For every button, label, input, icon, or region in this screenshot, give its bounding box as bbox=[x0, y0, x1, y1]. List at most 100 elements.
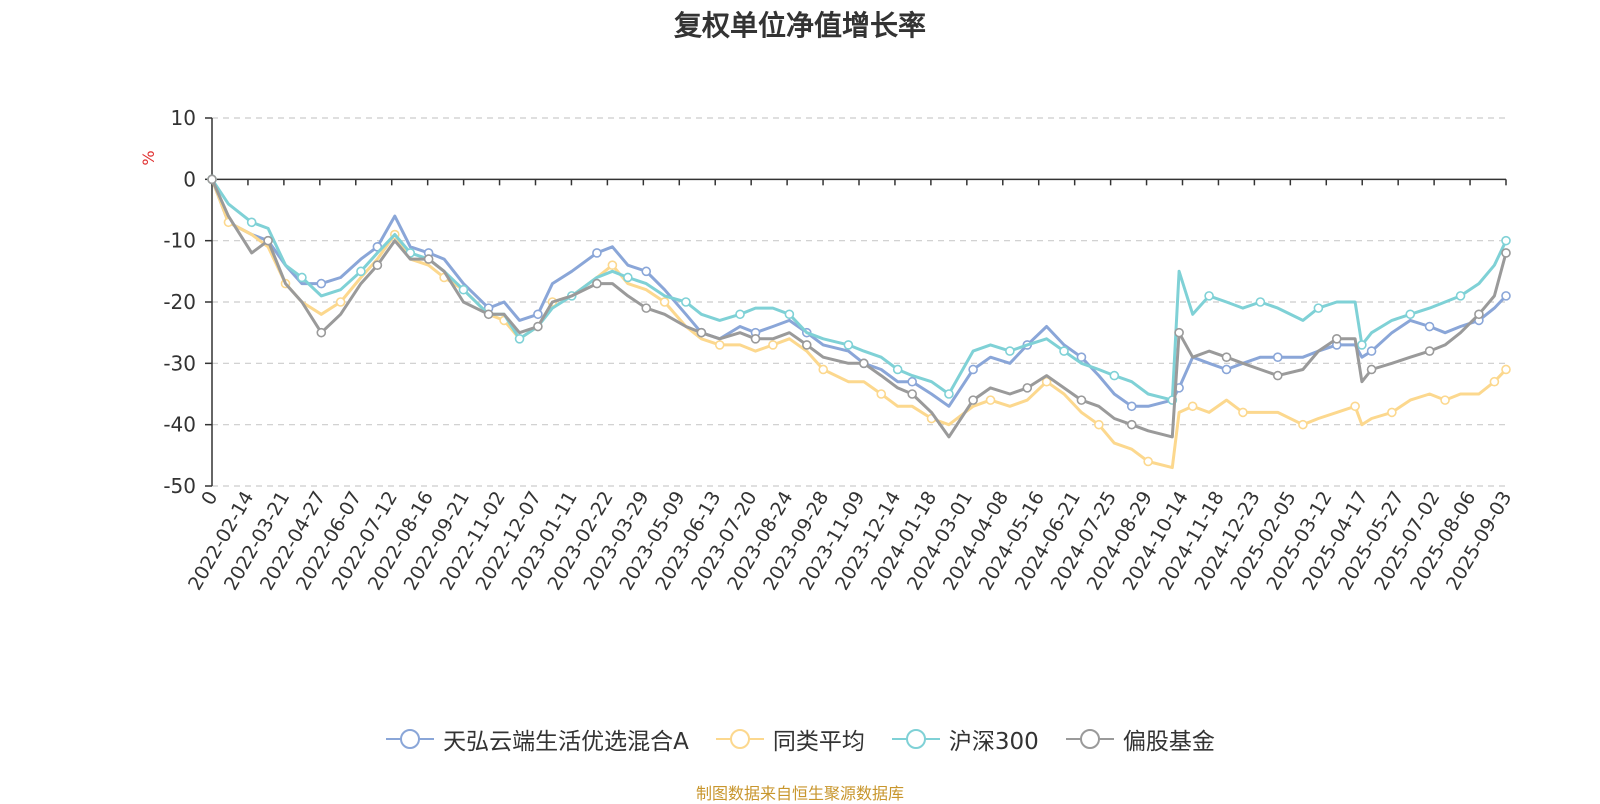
data-point bbox=[623, 272, 633, 283]
data-point bbox=[1255, 297, 1266, 307]
data-point bbox=[876, 389, 887, 399]
y-tick-label: 0 bbox=[183, 167, 196, 191]
data-point bbox=[1455, 291, 1466, 301]
data-point bbox=[1501, 291, 1511, 301]
data-point bbox=[335, 297, 346, 307]
data-point bbox=[316, 327, 327, 338]
legend-label: 同类平均 bbox=[772, 729, 865, 755]
data-point bbox=[892, 364, 903, 375]
data-point bbox=[784, 309, 795, 320]
data-point bbox=[1204, 291, 1214, 301]
y-tick-label: -40 bbox=[163, 413, 196, 437]
data-point bbox=[801, 340, 812, 350]
data-point bbox=[659, 297, 670, 307]
data-point bbox=[246, 217, 257, 228]
data-point bbox=[1331, 333, 1342, 344]
data-point bbox=[1405, 309, 1416, 320]
data-point bbox=[818, 364, 829, 375]
data-point bbox=[750, 333, 761, 344]
data-point bbox=[1272, 352, 1283, 363]
data-point bbox=[1366, 346, 1377, 356]
y-tick-label: -20 bbox=[163, 290, 196, 314]
legend-label: 偏股基金 bbox=[1122, 729, 1215, 755]
data-point bbox=[1005, 346, 1015, 356]
series-line-2 bbox=[210, 178, 1508, 470]
legend-item-3[interactable]: 沪深300 bbox=[891, 722, 1039, 756]
data-source-note: 制图数据来自恒生聚源数据库 bbox=[695, 784, 904, 803]
data-point bbox=[207, 174, 217, 185]
data-point bbox=[1187, 401, 1198, 412]
data-point bbox=[1440, 395, 1450, 405]
x-tick-label: 0 bbox=[197, 488, 222, 509]
data-point bbox=[1221, 364, 1232, 375]
data-point bbox=[1041, 376, 1052, 387]
data-point bbox=[1174, 327, 1184, 338]
series-lines bbox=[207, 174, 1511, 470]
data-point bbox=[859, 358, 869, 369]
data-point bbox=[681, 297, 691, 307]
data-point bbox=[1366, 364, 1377, 375]
legend: 天弘云端生活优选混合A 同类平均 沪深300 偏股基金 bbox=[0, 722, 1600, 756]
data-point bbox=[944, 389, 954, 399]
legend-marker-icon bbox=[1065, 729, 1114, 749]
legend-marker-icon bbox=[715, 729, 764, 749]
data-point bbox=[1424, 321, 1435, 332]
data-point bbox=[1424, 346, 1435, 356]
data-point bbox=[735, 309, 745, 320]
data-point bbox=[1109, 370, 1120, 381]
data-point bbox=[768, 340, 778, 350]
y-tick-label: 10 bbox=[171, 106, 196, 130]
data-point bbox=[1272, 370, 1283, 381]
data-point bbox=[641, 303, 652, 313]
data-point bbox=[1387, 407, 1397, 418]
data-point bbox=[483, 309, 494, 320]
y-axis-label: % bbox=[139, 150, 158, 165]
data-point bbox=[1350, 401, 1360, 412]
data-point bbox=[1126, 401, 1137, 412]
legend-marker-icon bbox=[386, 729, 435, 749]
data-point bbox=[968, 364, 978, 375]
data-point bbox=[1076, 395, 1087, 405]
data-point bbox=[372, 260, 383, 271]
legend-item-1[interactable]: 天弘云端生活优选混合A bbox=[385, 722, 689, 756]
data-point bbox=[696, 327, 707, 338]
data-point bbox=[1501, 364, 1511, 375]
series-line-4 bbox=[210, 178, 1508, 439]
data-point bbox=[1126, 419, 1137, 430]
legend-item-4[interactable]: 偏股基金 bbox=[1065, 722, 1215, 756]
data-point bbox=[714, 340, 725, 350]
data-point bbox=[592, 248, 602, 258]
data-point bbox=[1221, 352, 1232, 363]
data-point bbox=[1143, 456, 1153, 467]
y-tick-label: -10 bbox=[163, 229, 196, 253]
data-point bbox=[356, 266, 366, 277]
data-point bbox=[1489, 376, 1500, 387]
data-point bbox=[1474, 309, 1484, 320]
data-point bbox=[1238, 407, 1248, 418]
data-point bbox=[263, 235, 273, 246]
data-point bbox=[1076, 352, 1087, 363]
y-tick-label: -30 bbox=[163, 351, 196, 375]
series-line-1 bbox=[210, 178, 1508, 408]
data-point bbox=[1501, 248, 1511, 258]
chart-title: 复权单位净值增长率 bbox=[673, 9, 926, 42]
legend-marker-icon bbox=[891, 729, 940, 749]
data-point bbox=[297, 272, 307, 283]
data-point bbox=[907, 376, 917, 387]
data-point bbox=[968, 395, 978, 405]
data-point bbox=[423, 254, 434, 264]
data-point bbox=[1298, 419, 1308, 430]
data-point bbox=[1313, 303, 1324, 313]
data-point bbox=[1501, 235, 1511, 246]
series-line-3 bbox=[210, 178, 1508, 402]
data-point bbox=[514, 333, 525, 344]
data-point bbox=[607, 260, 618, 271]
data-point bbox=[843, 340, 854, 350]
data-point bbox=[1357, 340, 1367, 350]
data-point bbox=[985, 395, 996, 405]
data-point bbox=[1094, 419, 1104, 430]
y-tick-label: -50 bbox=[163, 474, 196, 498]
data-point bbox=[458, 284, 469, 295]
legend-item-2[interactable]: 同类平均 bbox=[715, 722, 865, 756]
